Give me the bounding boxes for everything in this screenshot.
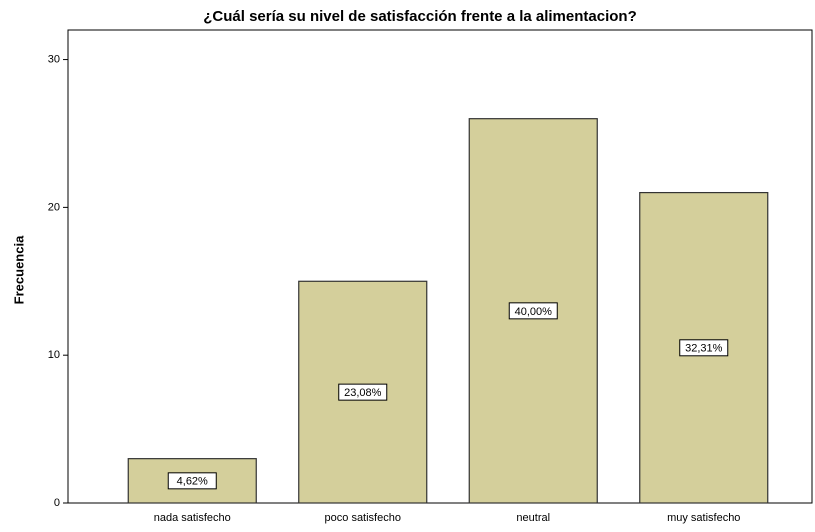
y-axis-label: Frecuencia	[11, 235, 26, 304]
chart-title: ¿Cuál sería su nivel de satisfacción fre…	[203, 8, 636, 25]
data-label-box	[338, 383, 388, 401]
data-label-box	[679, 339, 729, 357]
data-label-box	[167, 472, 217, 490]
data-label: 32,31%	[685, 343, 723, 355]
y-tick-label: 0	[54, 497, 60, 509]
x-tick-label: muy satisfecho	[667, 512, 740, 524]
data-label: 40,00%	[515, 306, 553, 318]
y-tick-label: 10	[48, 349, 60, 361]
data-label-box	[508, 302, 558, 320]
data-label: 23,08%	[344, 387, 382, 399]
x-tick-label: neutral	[516, 512, 550, 524]
x-tick-label: poco satisfecho	[325, 512, 401, 524]
y-tick-label: 20	[48, 201, 60, 213]
y-tick-label: 30	[48, 53, 60, 65]
data-label: 4,62%	[177, 476, 208, 488]
x-tick-label: nada satisfecho	[154, 512, 231, 524]
